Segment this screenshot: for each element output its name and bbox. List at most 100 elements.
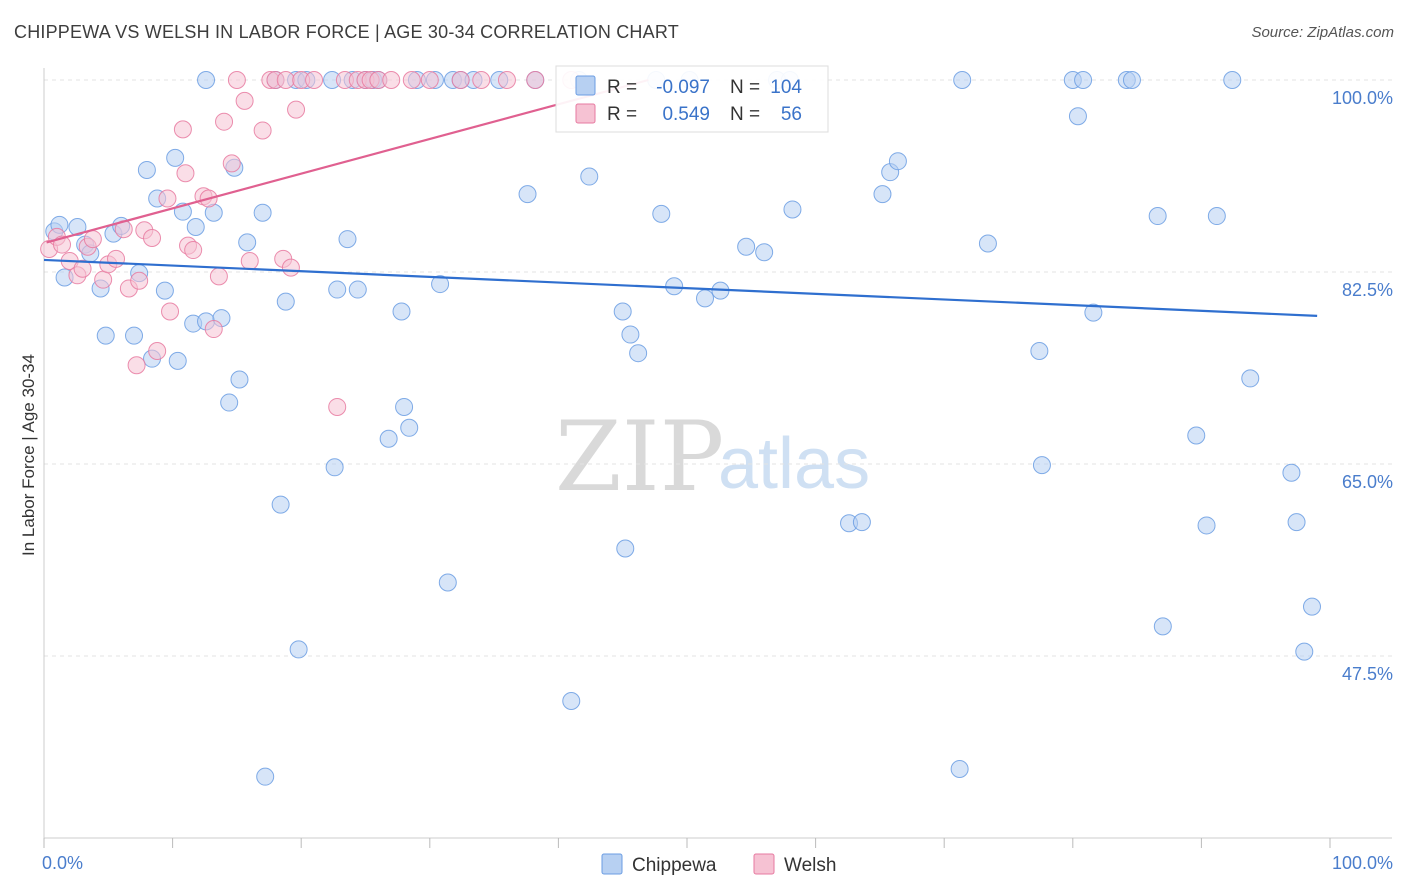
point-chippewa [621,325,640,344]
point-chippewa [125,326,144,345]
point-welsh [209,267,228,286]
point-chippewa [1074,71,1093,89]
point-chippewa [562,691,581,710]
point-chippewa [137,160,156,179]
point-chippewa [392,302,411,321]
point-welsh [287,100,306,119]
stats-n-label: N = [730,77,760,98]
point-chippewa [328,280,347,299]
watermark-zip: ZIP [555,401,724,513]
y-tick-label: 47.5% [1342,664,1393,684]
trend-line-chippewa [43,258,1318,317]
point-chippewa [96,326,115,345]
legend-label-chippewa: Chippewa [632,855,717,876]
point-chippewa [755,243,774,262]
point-chippewa [1223,71,1242,89]
point-chippewa [950,760,969,779]
point-welsh [176,164,195,183]
point-chippewa [155,281,174,300]
point-chippewa [1207,207,1226,226]
point-chippewa [253,203,272,222]
stats-r-label: R = [607,77,637,98]
point-chippewa [1295,642,1314,661]
point-welsh [204,320,223,339]
point-chippewa [1241,369,1260,388]
point-chippewa [1084,303,1103,322]
point-chippewa [220,393,239,412]
point-chippewa [1148,207,1167,226]
point-chippewa [438,573,457,592]
point-chippewa [395,397,414,416]
point-chippewa [953,71,972,89]
stats-legend-box [555,65,829,133]
point-chippewa [238,233,257,252]
point-chippewa [1187,426,1206,445]
y-tick-label: 82.5% [1342,280,1393,300]
point-chippewa [873,185,892,204]
point-chippewa [348,280,367,299]
data-points [40,71,1321,786]
trend-line-welsh [46,78,649,244]
point-welsh [107,249,126,268]
point-chippewa [696,289,715,308]
y-tick-label: 65.0% [1342,472,1393,492]
stats-r-value: -0.097 [656,77,710,98]
stats-n-value: 56 [781,104,802,125]
point-welsh [73,259,92,278]
point-chippewa [1282,463,1301,482]
point-chippewa [289,640,308,659]
point-welsh [420,71,439,89]
point-chippewa [166,148,185,167]
y-tick-label: 100.0% [1332,88,1393,108]
tick-labels: 47.5% 65.0% 82.5% 100.0% 0.0% 100.0% [42,88,1393,873]
point-chippewa [783,200,802,219]
point-welsh [253,121,272,140]
legend-swatch-welsh [753,853,775,875]
point-chippewa [1032,456,1051,475]
point-welsh [328,397,347,416]
point-welsh [222,154,241,173]
stats-swatch-chippewa [575,75,596,96]
point-chippewa [325,458,344,477]
point-chippewa [1302,597,1321,616]
axes [43,68,1392,848]
point-welsh [382,71,401,89]
point-chippewa [888,152,907,171]
point-chippewa [186,218,205,237]
point-welsh [184,241,203,260]
point-chippewa [978,234,997,253]
point-welsh [94,270,113,289]
point-chippewa [338,230,357,249]
stats-n-label: N = [730,104,760,125]
stats-legend: R = -0.097 N = 104 R = 0.549 N = 56 [555,65,829,133]
point-welsh [227,71,246,89]
stats-r-value: 0.549 [662,104,710,125]
point-chippewa [379,429,398,448]
point-welsh [305,71,324,89]
point-chippewa [230,370,249,389]
point-welsh [215,112,234,131]
point-welsh [127,356,146,375]
point-chippewa [518,185,537,204]
point-chippewa [652,204,671,223]
point-chippewa [1030,341,1049,360]
bottom-legend: Chippewa Welsh [601,853,836,876]
point-welsh [526,71,545,89]
x-tick-label: 100.0% [1332,853,1393,873]
chart-title: CHIPPEWA VS WELSH IN LABOR FORCE | AGE 3… [14,22,679,42]
point-chippewa [400,418,419,437]
stats-n-value: 104 [770,77,802,98]
point-chippewa [68,218,87,237]
point-welsh [281,258,300,277]
point-chippewa [431,275,450,294]
point-welsh [83,230,102,249]
point-chippewa [271,495,290,514]
point-chippewa [613,302,632,321]
point-chippewa [168,351,187,370]
point-welsh [402,71,421,89]
point-welsh [451,71,470,89]
trend-lines [43,78,1318,317]
point-welsh [240,252,259,271]
point-welsh [235,91,254,110]
point-welsh [497,71,516,89]
